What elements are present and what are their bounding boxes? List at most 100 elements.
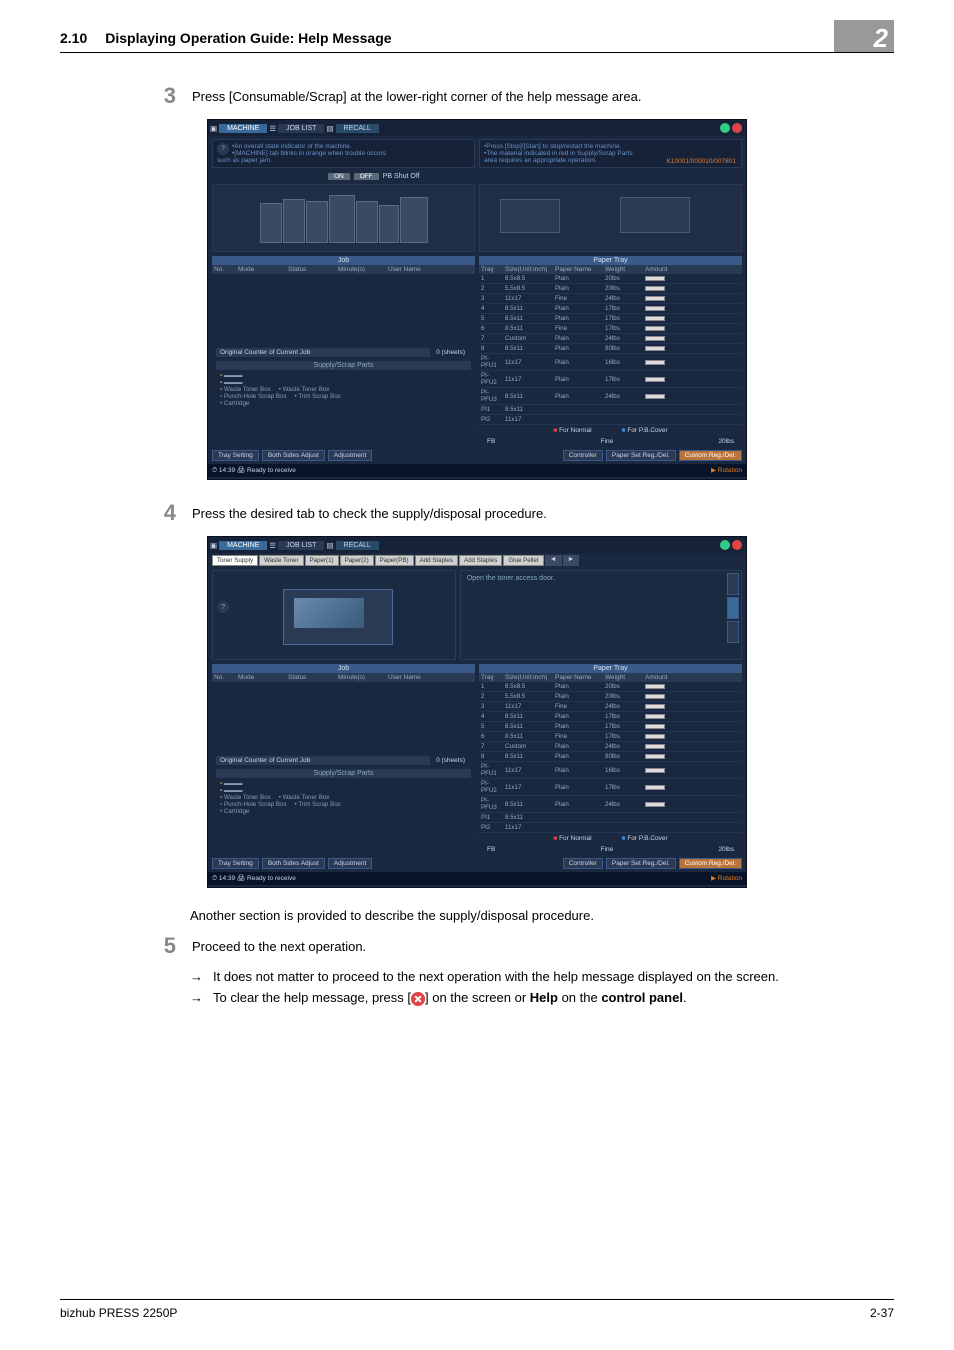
bullet-text: To clear the help message, press [] on t… [213,990,687,1006]
top-tab-bar: ▣ MACHINE ☰ JOB LIST ▤ RECALL [208,537,746,553]
machine-diagram-right [479,184,742,252]
info-button[interactable] [727,597,739,619]
fb-label: FB [487,846,495,853]
machine-panel-screenshot-2: ▣ MACHINE ☰ JOB LIST ▤ RECALL Toner Supp… [207,536,747,888]
supply-scrap-body: ▪ ▬▬▬ ▪ ▬▬▬ ▪ Waste Toner Box• Waste Ton… [216,370,471,409]
for-pb-label: For P.B.Cover [627,427,667,434]
scroll-up-button[interactable] [727,573,739,595]
step5-bullets: → It does not matter to proceed to the n… [190,969,894,1006]
tray-setting-button[interactable]: Tray Setting [212,858,259,869]
for-pb-label: For P.B.Cover [627,835,667,842]
machine-icon: ▣ [210,541,217,550]
custom-reg-button[interactable]: Custom Reg./Del. [679,858,742,869]
controller-button[interactable]: Controller [563,858,603,869]
job-table-head: No. Mode Status Minute(s) User Name [212,265,475,274]
instruction-text: Open the toner access door. [461,571,741,586]
supply-tab[interactable]: Paper(1) [305,555,339,566]
close-icon[interactable] [732,123,742,133]
footer-page-number: 2-37 [870,1306,894,1320]
question-icon: ? [217,601,229,613]
section-number: 2.10 [60,30,87,46]
recall-icon: ▤ [326,541,333,550]
supply-tab[interactable]: Waste Toner [259,555,303,566]
off-button[interactable]: OFF [354,173,379,180]
paper-reg-button[interactable]: Paper Set Reg./Del. [606,450,676,461]
controller-button[interactable]: Controller [563,450,603,461]
nav-next-button[interactable]: ► [563,555,580,566]
pb-shutoff-label: PB Shut Off [383,173,420,180]
paper-reg-button[interactable]: Paper Set Reg./Del. [606,858,676,869]
status-text: Ready to receive [247,875,296,882]
tab-recall[interactable]: RECALL [336,541,379,550]
status-time: 14:39 [219,875,235,882]
step-number: 4 [140,500,176,526]
job-rows-empty [212,274,475,346]
help-icon[interactable] [720,540,730,550]
arrow-icon: → [190,969,203,984]
for-normal-label: For Normal [559,835,592,842]
machine-panel-screenshot-1: ▣ MACHINE ☰ JOB LIST ▤ RECALL ? •An over… [207,119,747,480]
list-icon: ☰ [269,124,276,133]
tray-setting-button[interactable]: Tray Setting [212,450,259,461]
adjustment-button[interactable]: Adjustment [328,450,373,461]
supply-tab[interactable]: Paper(PB) [375,555,414,566]
adjustment-button[interactable]: Adjustment [328,858,373,869]
footer-product: bizhub PRESS 2250P [60,1306,177,1320]
chapter-badge: 2 [834,20,894,52]
step-3: 3 Press [Consumable/Scrap] at the lower-… [140,83,894,109]
fb-weight: 20lbs [718,438,734,445]
step-number: 3 [140,83,176,109]
section-title: Displaying Operation Guide: Help Message [105,30,391,46]
status-time: 14:39 [219,467,235,474]
supply-tab[interactable]: Add Staples [459,555,502,566]
custom-reg-button[interactable]: Custom Reg./Del. [679,450,742,461]
tray-rows: 18.5x8.5Plain20lbs 25.5x8.5Plain20lbs 31… [479,274,742,425]
supply-tab[interactable]: Toner Supply [212,555,258,566]
step-number: 5 [140,933,176,959]
close-icon[interactable] [732,540,742,550]
list-icon: ☰ [269,541,276,550]
step-text: Press the desired tab to check the suppl… [192,500,547,521]
machine-diagram-left [212,184,475,252]
tab-recall[interactable]: RECALL [336,124,379,133]
original-counter-label: Original Counter of Current Job [216,348,430,357]
info-text: area requires an appropriate operation. [484,157,597,164]
on-button[interactable]: ON [328,173,350,180]
help-icon[interactable] [720,123,730,133]
supply-tab[interactable]: Add Staples [415,555,458,566]
top-tab-bar: ▣ MACHINE ☰ JOB LIST ▤ RECALL [208,120,746,136]
tab-machine[interactable]: MACHINE [219,124,267,133]
close-red-icon [411,992,425,1006]
info-text: •[MACHINE] tab blinks in orange when tro… [232,150,386,157]
supply-tab[interactable]: Glue Pellet [503,555,543,566]
counter-stamp: K10001/000010/007801 [667,158,736,165]
job-header: Job [212,664,475,673]
both-sides-button[interactable]: Both Sides Adjust [262,450,325,461]
rotation-indicator: ▶ Rotation [711,466,742,475]
tab-machine[interactable]: MACHINE [219,541,267,550]
page-footer: bizhub PRESS 2250P 2-37 [60,1299,894,1320]
supply-tab[interactable]: Paper(2) [340,555,374,566]
info-left: ? •An overall state indicator of the mac… [212,139,475,168]
supply-tab-row: Toner Supply Waste Toner Paper(1) Paper(… [208,553,746,566]
paper-tray-header: Paper Tray [479,664,742,673]
job-table-head: No. Mode Status Minute(s) User Name [212,673,475,682]
supply-scrap-header: Supply/Scrap Parts [216,769,471,778]
scroll-down-button[interactable] [727,621,739,643]
fb-type: Fine [601,846,614,853]
tray-table-head: Tray Size(Unit:inch) Paper Name Weight A… [479,265,742,274]
info-text: •The material indicated in red in Supply… [484,150,633,157]
both-sides-button[interactable]: Both Sides Adjust [262,858,325,869]
bullet-text: It does not matter to proceed to the nex… [213,969,779,984]
step-4: 4 Press the desired tab to check the sup… [140,500,894,526]
nav-prev-button[interactable]: ◄ [545,555,562,566]
step-5: 5 Proceed to the next operation. [140,933,894,959]
section-header: 2.10 Displaying Operation Guide: Help Me… [60,30,894,53]
step4-followup-text: Another section is provided to describe … [190,908,894,923]
tray-table-head: Tray Size(Unit:inch) Paper Name Weight A… [479,673,742,682]
info-text: such as paper jam. [217,157,272,164]
tab-job-list[interactable]: JOB LIST [278,124,324,133]
tab-job-list[interactable]: JOB LIST [278,541,324,550]
step-text: Proceed to the next operation. [192,933,366,954]
paper-tray-header: Paper Tray [479,256,742,265]
